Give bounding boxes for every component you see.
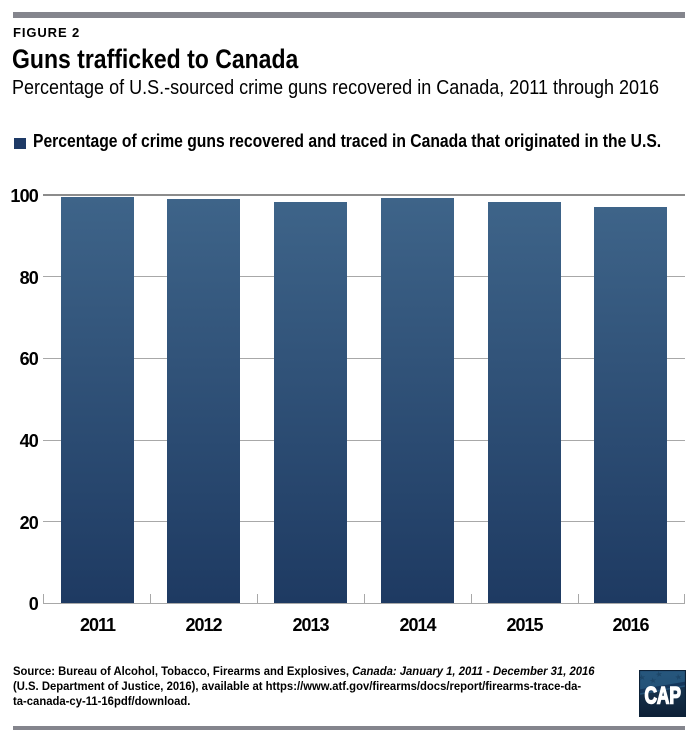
svg-text:CAP: CAP <box>644 683 681 710</box>
